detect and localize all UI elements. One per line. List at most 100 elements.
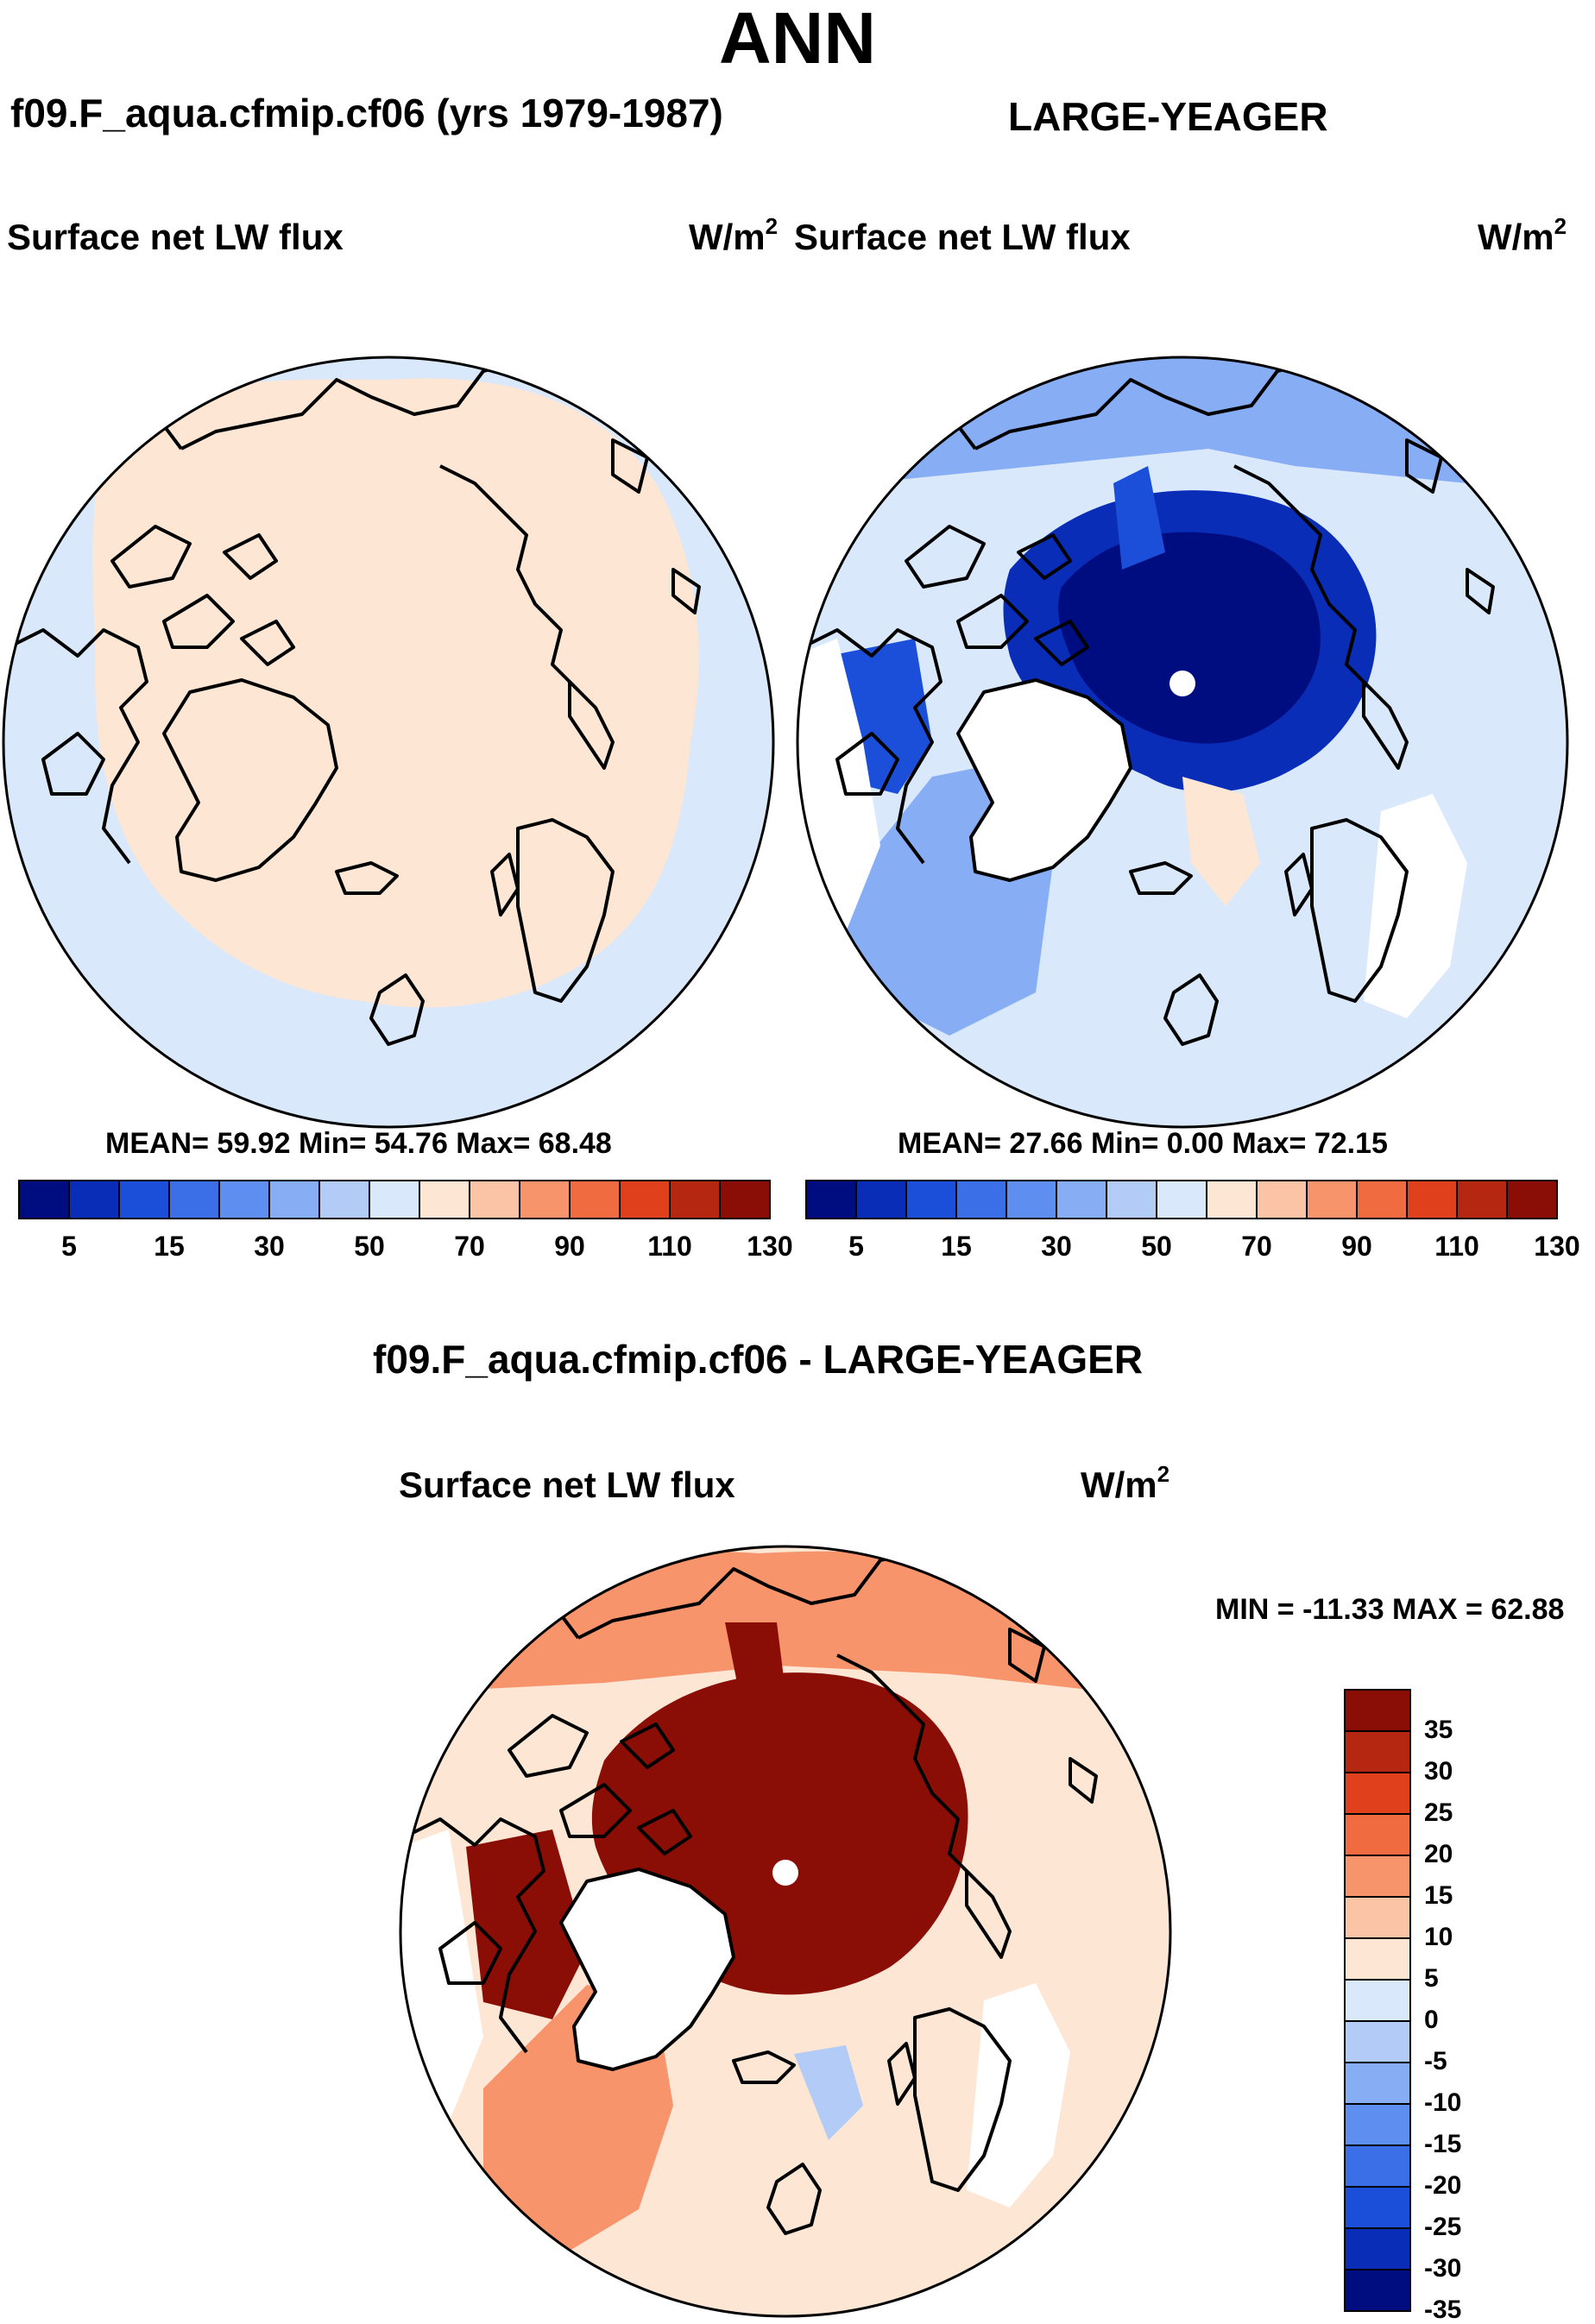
model-colorbar-tick-label: 130 xyxy=(747,1231,793,1262)
model-colorbar-tick-label: 50 xyxy=(354,1231,385,1262)
obs-colorbar-swatch xyxy=(1256,1180,1308,1219)
model-colorbar-swatch xyxy=(318,1180,370,1219)
obs-map xyxy=(796,356,1569,1129)
obs-colorbar-swatch xyxy=(805,1180,857,1219)
obs-colorbar-swatch xyxy=(1006,1180,1057,1219)
model-case-title: f09.F_aqua.cfmip.cf06 (yrs 1979-1987) xyxy=(10,91,723,135)
obs-map-frame xyxy=(796,356,1569,1129)
model-colorbar xyxy=(18,1180,771,1219)
obs-colorbar-tick-label: 70 xyxy=(1241,1231,1272,1262)
obs-stats: MEAN= 27.66 Min= 0.00 Max= 72.15 xyxy=(898,1127,1388,1160)
diff-colorbar-tick-label: 10 xyxy=(1424,1923,1453,1951)
obs-variable-label: Surface net LW flux xyxy=(794,217,1131,257)
diff-colorbar-tick-label: 0 xyxy=(1424,2006,1439,2034)
obs-colorbar-swatch xyxy=(1406,1180,1458,1219)
model-colorbar-swatch xyxy=(118,1180,170,1219)
obs-colorbar-swatch xyxy=(1356,1180,1408,1219)
obs-colorbar-swatch xyxy=(1206,1180,1258,1219)
model-variable-label: Surface net LW flux xyxy=(7,217,344,257)
obs-colorbar-swatch xyxy=(1506,1180,1558,1219)
obs-colorbar-swatch xyxy=(1106,1180,1157,1219)
obs-case-title: LARGE-YEAGER xyxy=(1008,94,1328,139)
obs-colorbar-swatch xyxy=(855,1180,907,1219)
diff-colorbar-swatch xyxy=(1344,1813,1411,1856)
diff-units-exp: 2 xyxy=(1157,1461,1170,1487)
model-colorbar-swatch xyxy=(218,1180,270,1219)
model-colorbar-swatch xyxy=(519,1180,571,1219)
obs-units-exp: 2 xyxy=(1554,213,1567,239)
model-colorbar-swatch xyxy=(268,1180,320,1219)
diff-colorbar-swatch xyxy=(1344,1689,1411,1732)
diff-colorbar-swatch xyxy=(1344,2186,1411,2229)
obs-arctic-navy xyxy=(1058,532,1321,744)
obs-colorbar-swatch xyxy=(1456,1180,1508,1219)
obs-colorbar xyxy=(805,1180,1558,1219)
obs-units: W/m2 xyxy=(1478,215,1567,257)
obs-colorbar-tick-label: 30 xyxy=(1041,1231,1072,1262)
obs-colorbar-tick-label: 110 xyxy=(1434,1231,1479,1262)
diff-colorbar-swatch xyxy=(1344,1979,1411,2022)
model-colorbar-swatch xyxy=(569,1180,621,1219)
model-colorbar-tick-label: 70 xyxy=(454,1231,485,1262)
diff-colorbar-tick-label: 5 xyxy=(1424,1964,1439,1993)
diff-colorbar-tick-label: -15 xyxy=(1424,2130,1462,2158)
obs-norwegian-warm xyxy=(1182,777,1260,906)
diff-bering-dark-red xyxy=(725,1622,785,1709)
obs-colorbar-tick-label: 90 xyxy=(1341,1231,1372,1262)
obs-colorbar-tick-label: 130 xyxy=(1534,1231,1580,1262)
model-colorbar-swatch xyxy=(168,1180,220,1219)
diff-colorbar-swatch xyxy=(1344,2062,1411,2105)
diff-units: W/m2 xyxy=(1081,1463,1169,1505)
diff-colorbar-tick-label: -20 xyxy=(1424,2171,1462,2200)
obs-colorbar-swatch xyxy=(1056,1180,1107,1219)
model-colorbar-tick-label: 90 xyxy=(554,1231,585,1262)
diff-stats: MIN = -11.33 MAX = 62.88 xyxy=(1215,1593,1565,1626)
diff-map-frame xyxy=(399,1545,1172,2318)
diff-colorbar xyxy=(1344,1689,1411,2312)
model-colorbar-swatch xyxy=(669,1180,721,1219)
diff-pole-hole xyxy=(772,1860,798,1886)
obs-units-base: W/m xyxy=(1478,217,1554,257)
model-colorbar-tick-label: 30 xyxy=(254,1231,285,1262)
diff-canada-dark-red xyxy=(466,1830,587,2019)
obs-colorbar-swatch xyxy=(955,1180,1007,1219)
obs-bering-blue xyxy=(1113,466,1165,570)
model-units-base: W/m xyxy=(689,217,766,257)
diff-colorbar-tick-label: 25 xyxy=(1424,1798,1453,1827)
obs-colorbar-swatch xyxy=(1306,1180,1358,1219)
model-warm-region xyxy=(92,378,699,1008)
diff-greenland-land xyxy=(561,1869,734,2069)
model-colorbar-swatch xyxy=(369,1180,420,1219)
page-title: ANN xyxy=(719,0,876,79)
model-colorbar-swatch xyxy=(419,1180,470,1219)
diff-colorbar-tick-label: 20 xyxy=(1424,1840,1453,1868)
model-colorbar-swatch xyxy=(68,1180,120,1219)
obs-colorbar-tick-label: 5 xyxy=(848,1231,864,1262)
diff-colorbar-swatch xyxy=(1344,1772,1411,1815)
diff-norwegian-blue xyxy=(794,2045,863,2140)
diff-colorbar-tick-label: -10 xyxy=(1424,2088,1462,2117)
diff-colorbar-swatch xyxy=(1344,2103,1411,2146)
model-units: W/m2 xyxy=(689,215,778,257)
obs-colorbar-tick-label: 15 xyxy=(941,1231,972,1262)
diff-units-base: W/m xyxy=(1081,1464,1157,1505)
diff-variable-label: Surface net LW flux xyxy=(399,1464,735,1505)
diff-colorbar-swatch xyxy=(1344,1730,1411,1773)
diff-map xyxy=(399,1545,1172,2318)
model-units-exp: 2 xyxy=(765,213,779,239)
obs-colorbar-swatch xyxy=(905,1180,957,1219)
model-colorbar-swatch xyxy=(18,1180,70,1219)
obs-colorbar-swatch xyxy=(1156,1180,1207,1219)
diff-colorbar-swatch xyxy=(1344,1855,1411,1898)
diff-colorbar-tick-label: 35 xyxy=(1424,1716,1453,1744)
model-colorbar-tick-label: 15 xyxy=(154,1231,185,1262)
diff-colorbar-swatch xyxy=(1344,1937,1411,1981)
obs-pole-hole xyxy=(1169,671,1195,696)
diff-colorbar-tick-label: -30 xyxy=(1424,2254,1462,2283)
model-map xyxy=(2,356,775,1129)
diff-colorbar-swatch xyxy=(1344,2227,1411,2270)
obs-colorbar-tick-label: 50 xyxy=(1141,1231,1172,1262)
model-stats: MEAN= 59.92 Min= 54.76 Max= 68.48 xyxy=(105,1127,612,1160)
model-map-frame xyxy=(2,356,775,1129)
